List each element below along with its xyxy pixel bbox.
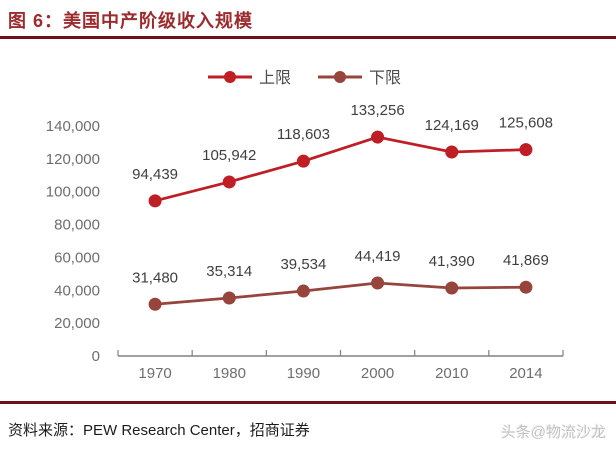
source-note: 资料来源：PEW Research Center，招商证券 — [8, 422, 310, 439]
x-tick-label: 1980 — [213, 365, 246, 382]
data-point — [371, 276, 385, 290]
data-point — [222, 175, 236, 189]
data-point — [519, 143, 533, 157]
data-point — [371, 130, 385, 144]
data-label: 39,534 — [280, 256, 326, 273]
data-label: 125,608 — [499, 115, 553, 132]
y-tick-label: 120,000 — [46, 151, 100, 168]
data-label: 118,603 — [277, 126, 330, 143]
data-label: 105,942 — [202, 147, 256, 164]
data-point — [445, 145, 459, 159]
data-point — [148, 194, 162, 208]
y-tick-label: 140,000 — [46, 118, 100, 135]
x-tick-label: 1990 — [287, 365, 320, 382]
income-line-chart: 上限 下限 0 20,000 40,000 60,000 80,000 100,000 120,… — [46, 69, 564, 382]
data-label: 94,439 — [132, 166, 178, 183]
legend-swatch-marker — [334, 71, 346, 83]
data-point — [222, 291, 236, 305]
y-tick-label: 60,000 — [54, 249, 100, 266]
x-tick-label: 2000 — [361, 365, 394, 382]
data-point — [445, 281, 459, 295]
legend-item-upper: 上限 — [259, 69, 291, 87]
x-tick-label: 2014 — [509, 365, 542, 382]
series-upper-line — [154, 135, 526, 203]
y-tick-label: 20,000 — [54, 315, 100, 332]
x-tick-label: 1970 — [138, 365, 171, 382]
watermark: 头条@物流沙龙 — [500, 424, 606, 441]
x-tick-label: 2010 — [435, 365, 468, 382]
y-tick-label: 80,000 — [54, 217, 100, 234]
y-tick-label: 100,000 — [46, 184, 100, 201]
data-label: 31,480 — [132, 269, 178, 286]
data-label: 133,256 — [350, 102, 404, 119]
legend-item-lower: 下限 — [369, 69, 401, 87]
data-point — [296, 284, 310, 298]
data-point — [148, 297, 162, 311]
data-point — [519, 280, 533, 294]
data-label: 41,390 — [429, 253, 475, 270]
y-tick-label: 40,000 — [54, 282, 100, 299]
title-divider — [0, 36, 616, 39]
data-label: 124,169 — [425, 117, 479, 134]
data-label: 35,314 — [206, 263, 252, 280]
data-label: 41,869 — [503, 252, 549, 269]
footer-divider — [0, 401, 616, 404]
y-tick-label: 0 — [92, 348, 100, 365]
figure-title: 图 6：美国中产阶级收入规模 — [8, 11, 254, 31]
data-label: 44,419 — [355, 248, 401, 265]
legend-swatch-marker — [224, 71, 236, 83]
data-point — [296, 154, 310, 168]
series-lower-line — [154, 281, 526, 306]
chart-area: 上限 下限 0 20,000 40,000 60,000 80,000 100,000 120,… — [0, 46, 616, 398]
